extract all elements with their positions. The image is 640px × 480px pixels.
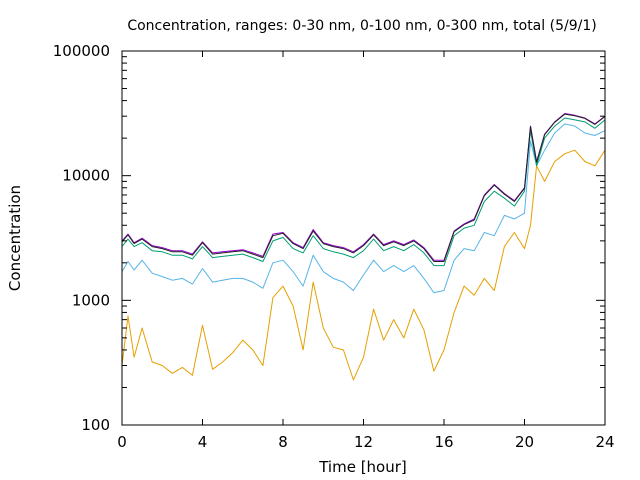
y-axis-label: Concentration (6, 185, 24, 291)
x-tick-label: 16 (434, 433, 453, 451)
series-line-1 (121, 149, 606, 381)
x-axis-label: Time [hour] (318, 458, 407, 476)
x-tick-label: 0 (117, 433, 127, 451)
x-tick-label: 8 (278, 433, 288, 451)
y-tick-label: 10000 (62, 167, 110, 185)
series-line-5 (121, 113, 606, 262)
y-tick-label: 100 (81, 416, 110, 434)
x-tick-label: 12 (354, 433, 373, 451)
plot-frame (121, 50, 606, 426)
series-line-2 (121, 123, 606, 294)
y-tick-label: 100000 (53, 42, 110, 60)
x-axis: 0 4 8 12 16 20 24 (117, 51, 615, 451)
chart-title: Concentration, ranges: 0-30 nm, 0-100 nm… (127, 18, 596, 34)
y-tick-label: 1000 (72, 291, 110, 309)
y-axis: 100 1000 10000 100000 (53, 42, 605, 434)
x-tick-label: 20 (515, 433, 534, 451)
series-layer (121, 113, 606, 381)
x-tick-label: 24 (595, 433, 614, 451)
x-tick-label: 4 (198, 433, 208, 451)
series-line-4 (121, 113, 606, 261)
